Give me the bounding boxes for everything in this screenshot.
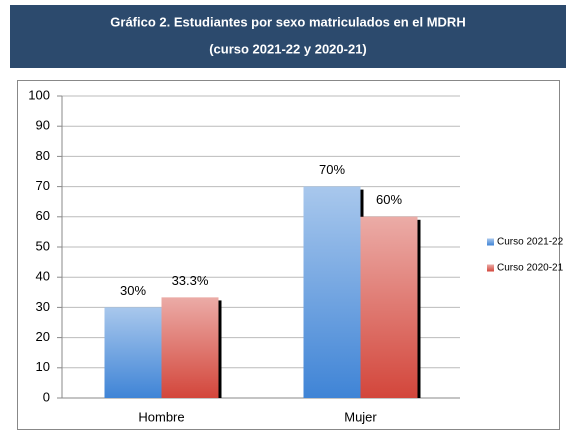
y-tick-label: 40: [36, 269, 50, 284]
y-tick-label: 80: [36, 148, 50, 163]
data-label: 30%: [120, 283, 146, 298]
legend-label: Curso 2021-22: [497, 237, 564, 248]
chart-frame: [17, 80, 560, 430]
bar-shine: [360, 216, 418, 398]
y-tick-label: 30: [36, 299, 50, 314]
data-label: 33.3%: [172, 273, 209, 288]
y-tick-label: 20: [36, 329, 50, 344]
bar-shine: [303, 186, 361, 398]
chart-subtitle: (curso 2021-22 y 2020-21): [209, 41, 367, 56]
y-tick-label: 100: [28, 87, 50, 102]
x-tick-label: Mujer: [344, 409, 377, 424]
x-tick-label: Hombre: [138, 409, 184, 424]
bar-shine: [104, 307, 162, 398]
y-tick-label: 50: [36, 238, 50, 253]
y-tick-label: 90: [36, 118, 50, 133]
y-tick-label: 10: [36, 359, 50, 374]
header-box: [10, 5, 566, 68]
bar-shadow: [417, 219, 421, 398]
bar-shine: [161, 297, 219, 398]
legend-label: Curso 2020-21: [497, 263, 564, 274]
y-tick-label: 70: [36, 178, 50, 193]
legend-swatch-shine: [487, 238, 494, 246]
bar-shadow: [218, 300, 222, 398]
legend-swatch-shine: [487, 264, 494, 272]
chart-title: Gráfico 2. Estudiantes por sexo matricul…: [110, 14, 465, 29]
data-label: 70%: [319, 162, 345, 177]
y-tick-label: 0: [43, 389, 50, 404]
data-label: 60%: [376, 192, 402, 207]
y-tick-label: 60: [36, 208, 50, 223]
